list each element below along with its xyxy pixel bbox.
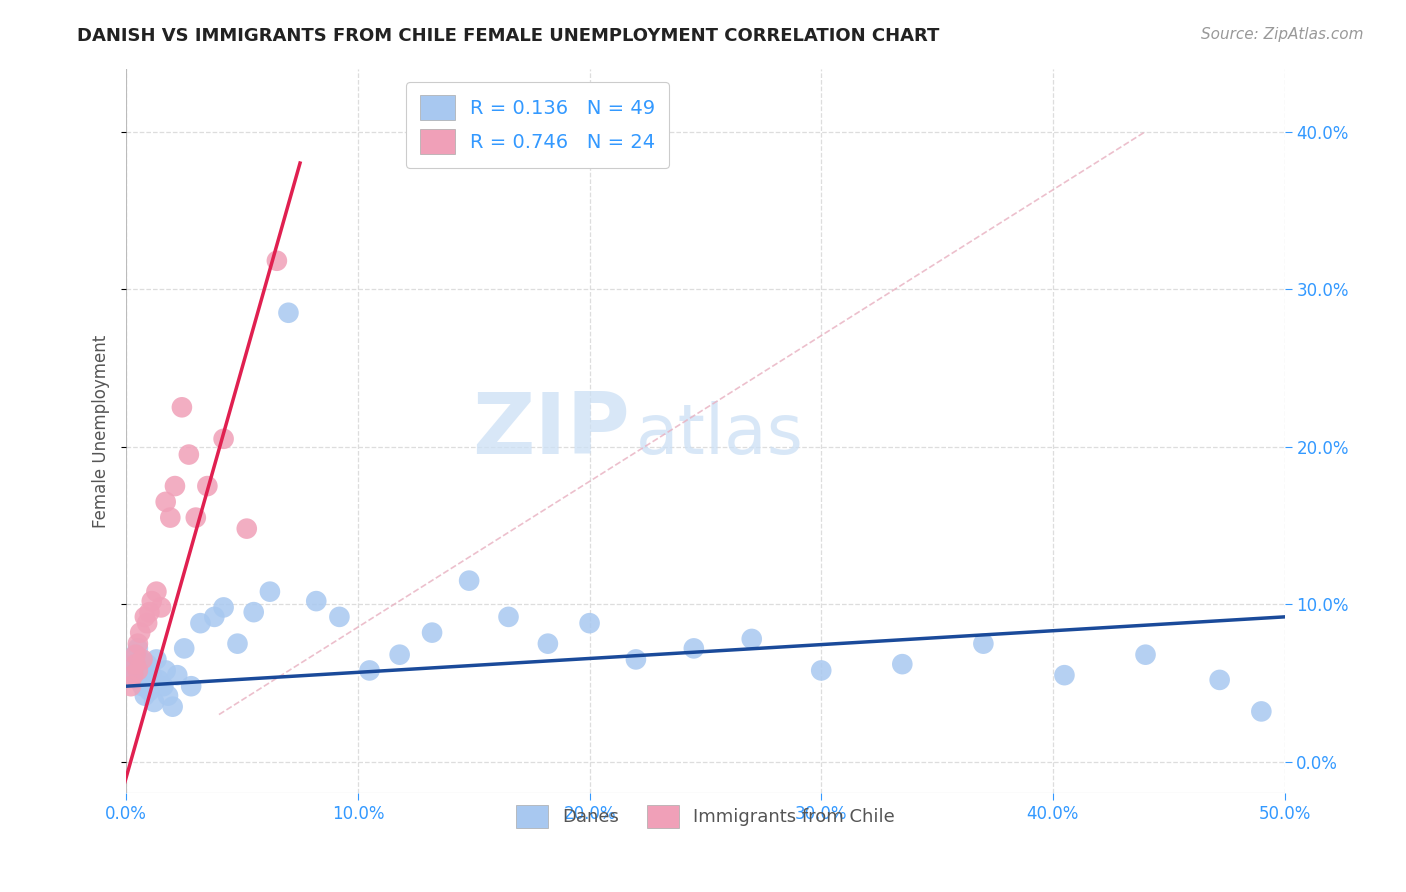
- Point: [148, 673, 170, 687]
- Point: [173, 641, 195, 656]
- Point: [236, 522, 259, 536]
- Text: Source: ZipAtlas.com: Source: ZipAtlas.com: [1201, 27, 1364, 42]
- Point: [578, 616, 600, 631]
- Point: [212, 600, 235, 615]
- Point: [202, 610, 225, 624]
- Y-axis label: Female Unemployment: Female Unemployment: [93, 334, 110, 527]
- Point: [498, 610, 520, 624]
- Point: [156, 689, 179, 703]
- Text: ZIP: ZIP: [472, 390, 630, 473]
- Point: [166, 668, 188, 682]
- Point: [124, 668, 146, 682]
- Point: [131, 652, 153, 666]
- Point: [624, 652, 647, 666]
- Text: atlas: atlas: [636, 401, 804, 468]
- Point: [328, 610, 350, 624]
- Point: [122, 668, 145, 682]
- Point: [120, 664, 142, 678]
- Point: [138, 684, 160, 698]
- Point: [141, 594, 163, 608]
- Point: [136, 657, 159, 672]
- Point: [741, 632, 763, 646]
- Point: [143, 695, 166, 709]
- Point: [131, 664, 153, 678]
- Point: [127, 637, 149, 651]
- Point: [1053, 668, 1076, 682]
- Point: [131, 679, 153, 693]
- Point: [155, 495, 177, 509]
- Point: [122, 657, 145, 672]
- Point: [458, 574, 481, 588]
- Point: [190, 616, 212, 631]
- Point: [226, 637, 249, 651]
- Point: [242, 605, 264, 619]
- Point: [134, 610, 156, 624]
- Point: [259, 584, 281, 599]
- Point: [277, 306, 299, 320]
- Point: [212, 432, 235, 446]
- Point: [891, 657, 914, 672]
- Point: [145, 652, 167, 666]
- Point: [150, 600, 173, 615]
- Point: [266, 253, 288, 268]
- Point: [388, 648, 411, 662]
- Text: DANISH VS IMMIGRANTS FROM CHILE FEMALE UNEMPLOYMENT CORRELATION CHART: DANISH VS IMMIGRANTS FROM CHILE FEMALE U…: [77, 27, 939, 45]
- Point: [155, 664, 177, 678]
- Point: [120, 679, 142, 693]
- Point: [127, 673, 149, 687]
- Point: [134, 689, 156, 703]
- Point: [136, 616, 159, 631]
- Point: [1208, 673, 1230, 687]
- Point: [138, 605, 160, 619]
- Point: [124, 648, 146, 662]
- Point: [159, 510, 181, 524]
- Point: [972, 637, 994, 651]
- Point: [141, 668, 163, 682]
- Point: [810, 664, 832, 678]
- Point: [537, 637, 560, 651]
- Point: [177, 448, 200, 462]
- Point: [180, 679, 202, 693]
- Point: [127, 641, 149, 656]
- Point: [124, 657, 146, 672]
- Point: [682, 641, 704, 656]
- Point: [129, 652, 152, 666]
- Point: [359, 664, 381, 678]
- Point: [152, 679, 174, 693]
- Point: [145, 584, 167, 599]
- Point: [184, 510, 207, 524]
- Point: [127, 664, 149, 678]
- Point: [163, 479, 186, 493]
- Legend: Danes, Immigrants from Chile: Danes, Immigrants from Chile: [509, 797, 903, 835]
- Point: [1250, 705, 1272, 719]
- Point: [129, 625, 152, 640]
- Point: [170, 401, 193, 415]
- Point: [1135, 648, 1157, 662]
- Point: [124, 648, 146, 662]
- Point: [195, 479, 218, 493]
- Point: [420, 625, 443, 640]
- Point: [305, 594, 328, 608]
- Point: [162, 699, 184, 714]
